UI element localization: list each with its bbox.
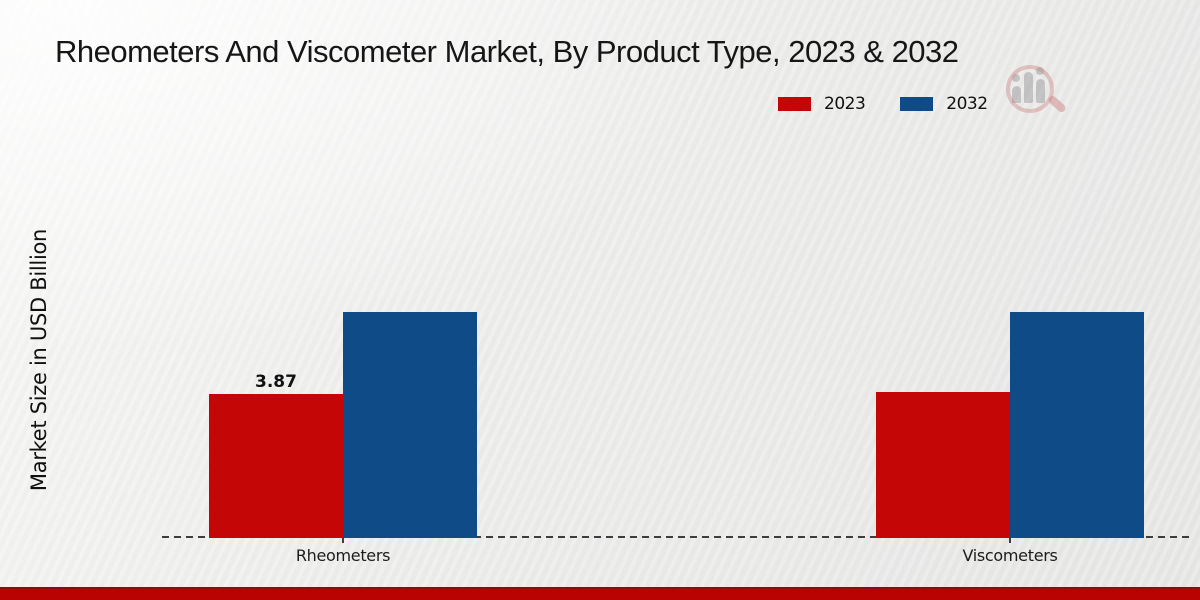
- x-axis-baseline: [162, 536, 1192, 538]
- legend-swatch-2023: [778, 97, 811, 111]
- chart-title: Rheometers And Viscometer Market, By Pro…: [55, 34, 959, 69]
- category-label-viscometers: Viscometers: [962, 546, 1058, 565]
- bar-2032-viscometers: [1010, 312, 1144, 538]
- legend-label-2032: 2032: [946, 94, 988, 114]
- bar-2032-rheometers: [343, 312, 477, 538]
- bar-value-label: 3.87: [255, 372, 297, 392]
- footer-accent-bar: [0, 587, 1200, 600]
- legend-label-2023: 2023: [824, 94, 866, 114]
- magnifier-lens-icon: [1006, 65, 1054, 113]
- bar-2023-viscometers: [876, 392, 1010, 538]
- bar-2023-rheometers: [209, 394, 343, 538]
- category-label-rheometers: Rheometers: [295, 546, 391, 565]
- legend-item-2023: 2023: [778, 94, 866, 114]
- legend-swatch-2032: [900, 97, 934, 111]
- legend-item-2032: 2032: [900, 94, 988, 114]
- x-axis-tick: [1009, 538, 1011, 543]
- x-axis-tick: [342, 538, 344, 543]
- legend: 2023 2032: [778, 94, 988, 114]
